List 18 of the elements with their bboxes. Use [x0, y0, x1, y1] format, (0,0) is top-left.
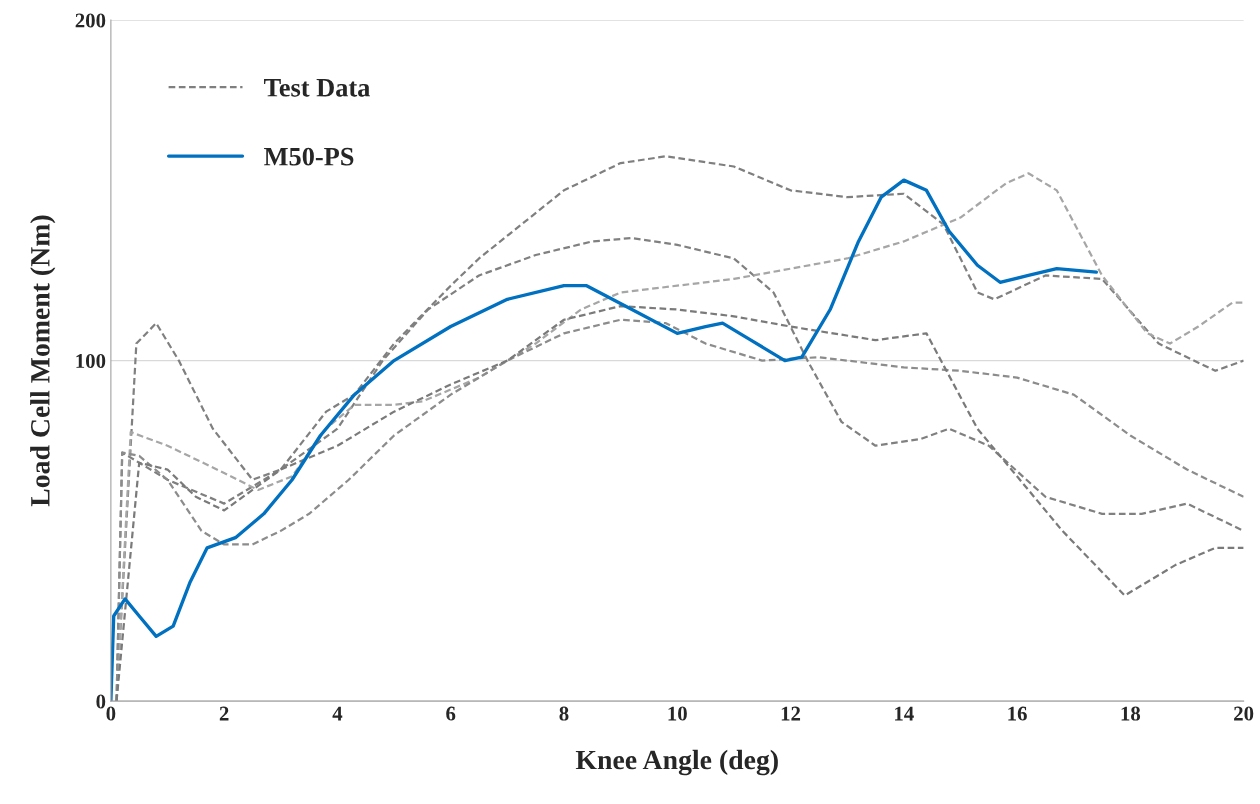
- y-tick-label: 200: [75, 13, 106, 28]
- y-tick-label: 0: [96, 694, 106, 709]
- x-tick-label: 6: [446, 706, 456, 721]
- x-tick-label: 14: [895, 706, 914, 721]
- x-tick-label: 8: [559, 706, 569, 721]
- x-tick-label: 18: [1121, 706, 1141, 721]
- x-tick-label: 2: [219, 706, 229, 721]
- x-tick-label: 0: [106, 706, 116, 721]
- y-tick-label: 100: [76, 353, 106, 369]
- x-tick-label: 16: [1008, 706, 1027, 721]
- x-tick-label: 20: [1234, 706, 1254, 721]
- legend-label: M50-PS: [264, 147, 354, 166]
- x-tick-label: 10: [668, 706, 687, 721]
- y-axis-title: Load Cell Moment (Nm): [30, 215, 56, 507]
- x-tick-label: 4: [332, 706, 343, 721]
- legend-label: Test Data: [264, 79, 371, 97]
- x-tick-label: 12: [781, 706, 801, 721]
- x-axis-title: Knee Angle (deg): [575, 749, 778, 776]
